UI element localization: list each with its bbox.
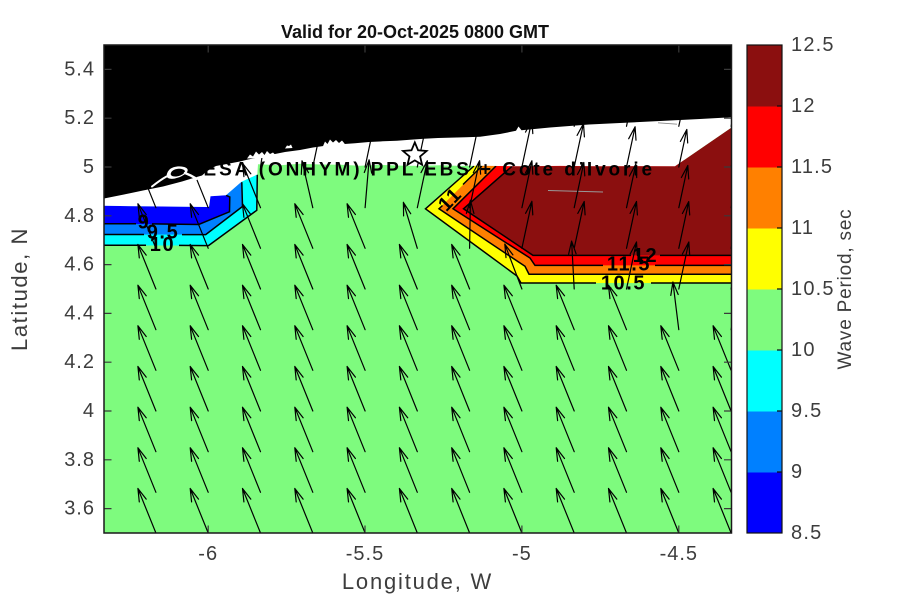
svg-text:4.4: 4.4: [64, 302, 95, 324]
svg-text:Valid for 20-Oct-2025 0800 GMT: Valid for 20-Oct-2025 0800 GMT: [281, 22, 549, 42]
svg-text:8.5: 8.5: [791, 522, 822, 544]
svg-text:9: 9: [138, 211, 151, 233]
svg-text:4.2: 4.2: [64, 351, 95, 373]
svg-text:10.5: 10.5: [601, 272, 646, 294]
svg-text:12: 12: [633, 245, 658, 267]
svg-text:5.4: 5.4: [64, 58, 95, 80]
svg-text:-5: -5: [512, 543, 532, 565]
svg-text:11: 11: [791, 217, 814, 239]
svg-text:-4.5: -4.5: [660, 543, 698, 565]
svg-text:4.8: 4.8: [64, 205, 95, 227]
svg-text:Latitude, N: Latitude, N: [7, 227, 32, 351]
svg-text:11.5: 11.5: [791, 156, 833, 178]
svg-text:5.2: 5.2: [64, 107, 95, 129]
svg-text:3.8: 3.8: [64, 449, 95, 471]
svg-text:-6: -6: [198, 543, 218, 565]
svg-text:4.6: 4.6: [64, 254, 95, 276]
svg-text:12.5: 12.5: [791, 34, 835, 56]
svg-text:11.5: 11.5: [607, 254, 651, 276]
svg-text:Wave Period, sec: Wave Period, sec: [835, 209, 856, 370]
svg-text:4: 4: [83, 400, 95, 422]
svg-text:5: 5: [83, 156, 95, 178]
svg-text:9.5: 9.5: [791, 400, 822, 422]
svg-text:10.5: 10.5: [791, 278, 835, 300]
svg-text:ESA (ONHYM) PPL EBS + Cote d’I: ESA (ONHYM) PPL EBS + Cote d’Ivorie: [204, 160, 655, 181]
svg-text:-5.5: -5.5: [346, 543, 384, 565]
svg-text:10: 10: [791, 339, 816, 361]
svg-text:9: 9: [791, 461, 803, 483]
svg-text:10: 10: [150, 234, 175, 256]
svg-text:9.5: 9.5: [147, 222, 180, 244]
svg-text:3.6: 3.6: [64, 498, 95, 520]
svg-text:Longitude, W: Longitude, W: [342, 569, 493, 594]
svg-text:12: 12: [791, 95, 816, 117]
